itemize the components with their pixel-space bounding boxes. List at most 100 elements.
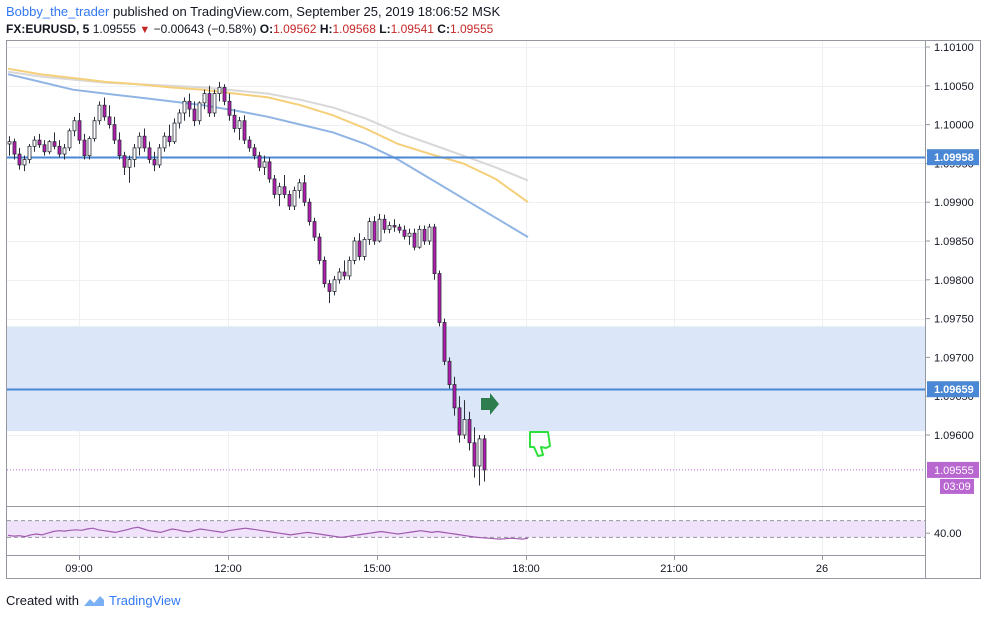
- tradingview-logo-icon: [83, 595, 104, 606]
- candle: [317, 233, 322, 265]
- candle: [412, 228, 417, 251]
- down-triangle-icon: ▼: [139, 24, 151, 36]
- published-text: published on TradingView.com, September …: [112, 4, 501, 19]
- candle: [52, 132, 57, 150]
- candle: [152, 151, 157, 172]
- candle: [97, 101, 102, 125]
- candle: [392, 219, 397, 232]
- support-zone: [7, 326, 925, 432]
- candle: [222, 84, 227, 106]
- candle: [277, 182, 282, 207]
- candle: [42, 140, 47, 156]
- time-tick-label: 26: [816, 563, 828, 575]
- candle: [267, 157, 272, 183]
- candle: [142, 128, 147, 152]
- candle: [397, 223, 402, 234]
- candlestick-series: [7, 81, 487, 486]
- candle: [102, 97, 107, 121]
- candle: [257, 151, 262, 172]
- candle: [347, 256, 352, 280]
- candle: [167, 124, 172, 147]
- price-tick-label: 1.09700: [934, 352, 974, 364]
- candle: [187, 93, 192, 117]
- candle: [212, 89, 217, 117]
- price-axis[interactable]: 1.10100 1.10050 1.10000 1.09950 1.09900 1.098…: [925, 42, 974, 442]
- level-price-label-box: [927, 149, 979, 166]
- candle: [327, 279, 332, 304]
- ma-mid-line: [7, 67, 529, 204]
- author-link[interactable]: Bobby_the_trader: [6, 4, 110, 19]
- last-price: 1.09555: [92, 22, 137, 36]
- thumbs-down-icon: [529, 431, 551, 457]
- close-value: 1.09555: [449, 22, 494, 36]
- candle: [157, 144, 162, 169]
- candle: [242, 115, 247, 144]
- time-tick-label: 12:00: [214, 563, 242, 575]
- candle: [342, 260, 347, 280]
- rsi-line: [7, 526, 529, 540]
- candle: [127, 155, 132, 183]
- time-tick-label: 09:00: [65, 563, 93, 575]
- high-value: 1.09568: [332, 22, 376, 36]
- tradingview-link[interactable]: TradingView: [108, 593, 181, 608]
- candle: [382, 214, 387, 234]
- price-tick-label: 1.09900: [934, 197, 974, 209]
- candle: [297, 178, 302, 199]
- rsi-pane: 40.00: [7, 520, 962, 540]
- candle: [82, 133, 87, 160]
- candle: [447, 357, 452, 389]
- created-with-text: Created with: [6, 593, 79, 608]
- candle: [32, 136, 37, 152]
- candle: [47, 140, 52, 155]
- candle: [437, 270, 442, 327]
- time-axis[interactable]: 09:00 12:00 15:00 18:00 21:00 26: [65, 555, 828, 575]
- candle: [237, 116, 242, 141]
- time-tick-label: 15:00: [363, 563, 391, 575]
- candle: [232, 109, 237, 133]
- candle: [352, 237, 357, 265]
- candle: [462, 400, 467, 439]
- candle: [217, 81, 222, 102]
- candle: [452, 376, 457, 416]
- candle: [252, 144, 257, 160]
- candle: [162, 132, 167, 152]
- candle: [407, 228, 412, 245]
- price-labels: 1.09958 1.09659 1.09555 03:09: [927, 149, 979, 494]
- candle: [77, 112, 82, 144]
- candle: [7, 136, 12, 156]
- candle: [467, 411, 472, 451]
- candle: [92, 116, 97, 142]
- candle: [362, 237, 367, 261]
- candle: [122, 151, 127, 176]
- price-tick-label: 1.09950: [934, 158, 974, 170]
- candle: [422, 225, 427, 245]
- candle: [202, 89, 207, 110]
- candle: [307, 198, 312, 226]
- candle: [322, 256, 327, 288]
- chart-frame: [6, 40, 981, 579]
- candle: [57, 140, 62, 158]
- candle: [332, 275, 337, 296]
- candle: [387, 221, 392, 234]
- candle: [27, 144, 32, 164]
- candle: [312, 217, 317, 241]
- candle: [12, 138, 17, 160]
- green-arrow-icon: [481, 393, 499, 415]
- horizontal-levels: [7, 156, 925, 391]
- current-price-label-box: [927, 461, 979, 478]
- open-label: O:: [259, 22, 274, 36]
- candle: [247, 136, 252, 152]
- candle: [402, 225, 407, 240]
- candle: [172, 118, 177, 144]
- candle: [417, 225, 422, 249]
- candle: [72, 116, 77, 137]
- footer: Created with TradingView: [6, 593, 181, 608]
- rsi-tick-label: 40.00: [934, 528, 962, 540]
- price-tick-label: 1.09850: [934, 236, 974, 248]
- chart-publish-header: Bobby_the_trader published on TradingVie…: [6, 4, 500, 19]
- moving-averages: [7, 67, 529, 238]
- countdown-box: [940, 478, 974, 494]
- candle: [207, 85, 212, 117]
- high-label: H:: [319, 22, 333, 36]
